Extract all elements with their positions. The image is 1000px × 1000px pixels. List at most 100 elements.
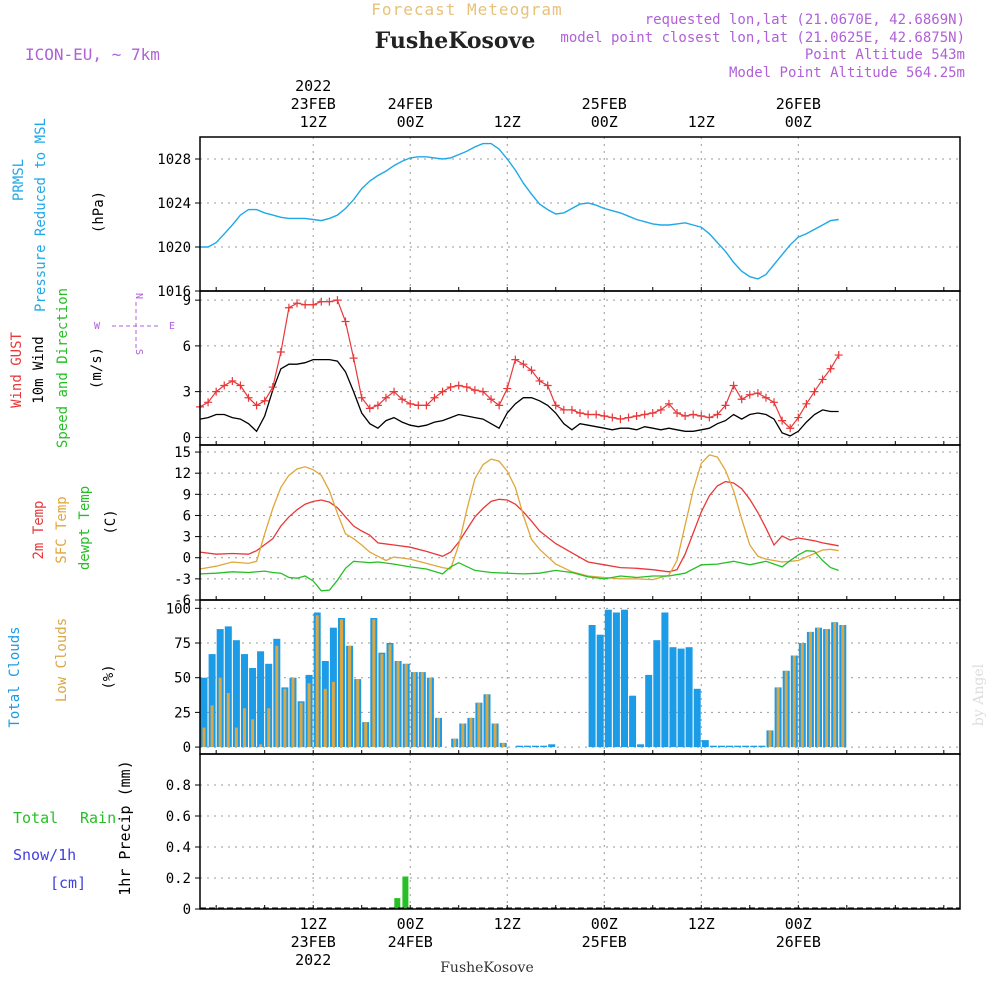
cloud-total-bar-39 <box>515 745 523 748</box>
temp-label-dewpt: dewpt Temp <box>77 486 93 570</box>
ytick-label-wind-2: 6 <box>183 339 191 355</box>
wind-gust-marker-24 <box>390 387 399 396</box>
wind-gust-marker-51 <box>608 413 617 422</box>
wind-gust-marker-26 <box>406 399 415 408</box>
wind-gust-marker-49 <box>592 410 601 419</box>
temp-line-dewpt <box>199 550 839 592</box>
cloud-low-bar-19 <box>356 679 360 748</box>
compass-west: W <box>94 321 101 332</box>
point-altitude: Point Altitude 543m <box>805 47 965 63</box>
wind-gust-marker-39 <box>511 355 520 364</box>
top-hour-label-4: 12Z <box>688 113 715 131</box>
ytick-label-temperature-5: 9 <box>183 487 191 503</box>
cloud-total-bar-54 <box>637 744 645 748</box>
wind-unit: (m/s) <box>89 347 105 389</box>
top-hour-label-1: 00Z <box>397 113 424 131</box>
precip-label-snow: Snow/1h <box>13 846 76 864</box>
wind-gust-marker-55 <box>640 410 649 419</box>
cloud-total-bar-52 <box>621 609 628 748</box>
top-hour-label-3: 00Z <box>591 113 618 131</box>
cloud-low-bar-21 <box>372 619 376 747</box>
wind-gust-marker-28 <box>422 401 431 410</box>
ytick-label-wind-0: 0 <box>183 430 191 446</box>
temp-unit: (C) <box>103 509 119 534</box>
model-altitude: Model Point Altitude 564.25m <box>729 65 965 81</box>
cloud-low-bar-12 <box>299 702 303 748</box>
wind-gust-marker-34 <box>470 386 479 395</box>
ytick-label-temperature-6: 12 <box>174 466 191 482</box>
wind-gust-marker-76 <box>810 387 819 396</box>
wind-gust-marker-61 <box>689 410 698 419</box>
cloud-low-bar-15 <box>323 688 327 748</box>
wind-gust-marker-7 <box>252 401 261 410</box>
wind-gust-marker-62 <box>697 412 706 421</box>
wind-gust-marker-43 <box>543 381 552 390</box>
wind-gust-marker-12 <box>293 299 302 308</box>
wind-gust-marker-71 <box>770 398 779 407</box>
cloud-total-bar-55 <box>645 674 653 747</box>
wind-gust-marker-37 <box>495 401 504 410</box>
temp-labels: 2m Temp SFC Temp dewpt Temp (C) <box>31 486 119 570</box>
cloud-low-bar-22 <box>380 654 384 748</box>
wind-gust-marker-11 <box>284 303 293 312</box>
temp-label-sfc: SFC Temp <box>54 496 70 563</box>
wind-gust-marker-45 <box>559 405 568 414</box>
model-label: ICON-EU, ~ 7km <box>25 45 160 64</box>
cloud-low-bar-27 <box>420 672 424 747</box>
top-hour-label-5: 00Z <box>785 113 812 131</box>
ytick-label-precip-4: 0.8 <box>166 778 191 794</box>
wind-gust-marker-72 <box>778 416 787 425</box>
wind-gust-marker-57 <box>656 405 665 414</box>
cloud-total-bar-7 <box>257 651 265 747</box>
cloud-total-bar-69 <box>758 745 766 748</box>
wind-gust-marker-19 <box>349 354 358 363</box>
wind-gust-marker-33 <box>462 383 471 392</box>
footer-location: FusheKosove <box>440 960 534 976</box>
ytick-label-temperature-4: 6 <box>183 508 191 524</box>
compass-east: E <box>169 321 175 332</box>
cloud-total-bar-57 <box>661 612 669 748</box>
closest-point: model point closest lon,lat (21.0625E, 4… <box>560 30 965 46</box>
cloud-low-bar-16 <box>331 681 335 748</box>
wind-gust-marker-74 <box>794 413 803 422</box>
ytick-label-pressure-2: 1024 <box>157 196 191 212</box>
wind-gust-marker-44 <box>551 401 560 410</box>
frame-wind <box>199 290 961 446</box>
compass-rose: N W E S <box>94 293 175 355</box>
ytick-label-pressure-3: 1028 <box>157 152 191 168</box>
wind-gust-marker-59 <box>673 408 682 417</box>
cloud-low-bar-73 <box>792 655 796 748</box>
frame-precip <box>199 753 961 910</box>
cloud-low-bar-14 <box>315 615 319 748</box>
wind-gust-marker-47 <box>576 408 584 417</box>
cloud-low-bar-25 <box>404 663 408 747</box>
ytick-label-clouds-0: 0 <box>183 740 191 756</box>
wind-gust-marker-22 <box>373 401 382 410</box>
bottom-date-label-5: 26FEB <box>776 933 821 951</box>
cloud-low-bar-70 <box>768 730 772 747</box>
cloud-total-bar-68 <box>750 745 758 748</box>
wind-gust-marker-32 <box>454 381 463 390</box>
ytick-label-wind-1: 3 <box>183 385 191 401</box>
wind-gust-marker-29 <box>430 393 439 402</box>
cloud-total-bar-40 <box>523 745 531 748</box>
cloud-total-bar-56 <box>653 640 661 747</box>
wind-gust-marker-4 <box>228 376 237 385</box>
cloud-total-bar-50 <box>604 609 612 748</box>
wind-gust-marker-10 <box>276 347 285 356</box>
wind-gust-marker-69 <box>753 389 762 398</box>
wind-gust-marker-20 <box>357 393 366 402</box>
cloud-low-bar-37 <box>501 742 505 748</box>
ytick-label-clouds-4: 100 <box>166 601 191 617</box>
ytick-label-temperature-2: 0 <box>183 551 191 567</box>
wind-gust-marker-67 <box>737 395 746 404</box>
wind-label-gust: Wind GUST <box>9 332 25 408</box>
cloud-low-bar-75 <box>808 631 812 748</box>
wind-gust-marker-56 <box>648 408 657 417</box>
ytick-label-pressure-1: 1020 <box>157 240 191 256</box>
wind-gust-marker-48 <box>584 410 593 419</box>
panel-wind: 0 3 6 9 <box>183 291 960 446</box>
wind-gust-marker-14 <box>309 300 318 309</box>
pressure-unit: (hPa) <box>91 191 107 233</box>
